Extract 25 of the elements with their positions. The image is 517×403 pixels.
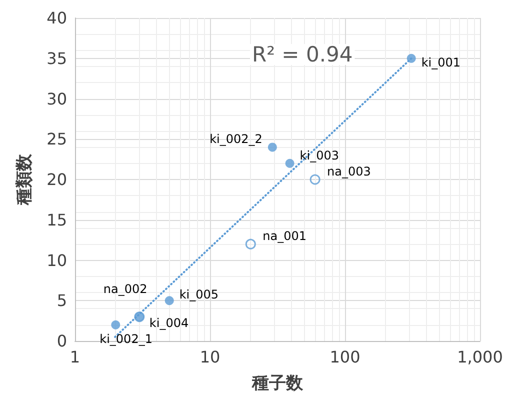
y-tick-label: 30 — [46, 89, 67, 108]
annotation: ki_002_2 — [210, 132, 262, 146]
annotation: ki_003 — [300, 148, 339, 162]
annotation: na_002 — [103, 282, 148, 296]
y-tick-label: 10 — [46, 250, 67, 270]
y-tick-label: 15 — [46, 210, 67, 230]
x-tick-label: 100 — [330, 348, 360, 366]
y-tick-label: 40 — [46, 8, 67, 28]
y-tick-label: 20 — [46, 170, 67, 189]
annotation: na_003 — [327, 164, 371, 178]
annotation: ki_005 — [179, 288, 219, 302]
y-tick-label: 5 — [56, 291, 67, 310]
annotation: ki_001 — [421, 55, 461, 70]
annotation: na_001 — [262, 229, 307, 244]
annotation: ki_004 — [149, 316, 189, 330]
y-tick-label: 0 — [56, 332, 67, 350]
annotation: R² = 0.94 — [252, 42, 353, 66]
x-axis-title: 種子数 — [251, 374, 304, 394]
annotation: ki_002_1 — [100, 332, 152, 346]
y-tick-label: 35 — [46, 48, 67, 68]
x-tick-label: 1 — [70, 348, 80, 366]
x-tick-label: 10 — [200, 348, 220, 366]
y-tick-label: 25 — [46, 130, 67, 149]
y-axis-title: 種類数 — [14, 153, 34, 206]
x-tick-label: 1,000 — [457, 348, 503, 366]
